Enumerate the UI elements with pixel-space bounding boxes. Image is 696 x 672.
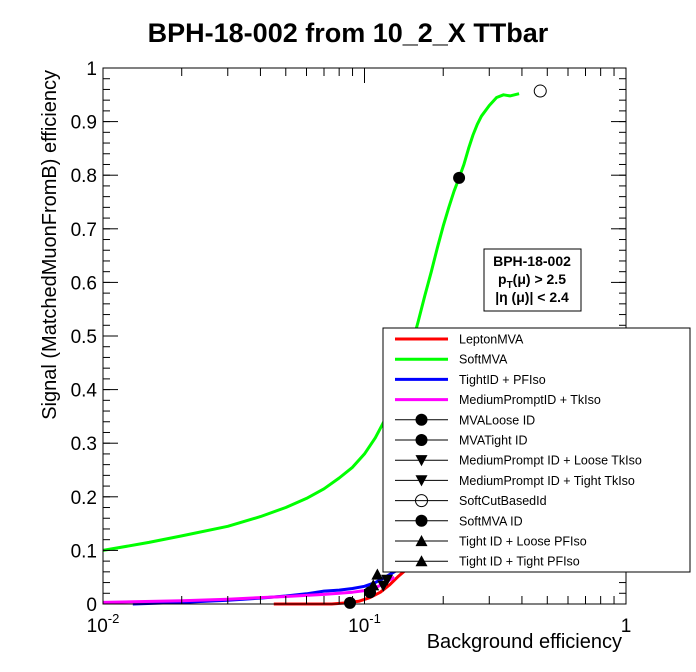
chart-title: BPH-18-002 from 10_2_X TTbar (148, 18, 549, 48)
legend-marker-mvatight-id (415, 434, 428, 446)
marker-mediumprompt-id-tight-tkiso (377, 580, 390, 592)
info-line-3: |η (μ)| < 2.4 (495, 289, 569, 305)
legend-marker-softmva-id (415, 514, 428, 527)
legend-label-mediumpromptid-tkiso: MediumPromptID + TkIso (459, 393, 601, 407)
series-line-softmva (102, 92, 520, 552)
y-tick-label: 0.9 (71, 113, 97, 134)
info-box: BPH-18-002 pT(μ) > 2.5 |η (μ)| < 2.4 (483, 248, 582, 312)
series-line-leptonmva (273, 568, 408, 606)
y-tick-label: 0.4 (71, 381, 98, 402)
legend-marker-softcutbasedid (415, 494, 428, 508)
legend: LeptonMVA SoftMVA TightID + PFIso MediumPro… (382, 327, 691, 573)
legend-marker-mvaloose-id (415, 413, 428, 426)
y-tick-label: 0.8 (71, 166, 97, 187)
y-tick-label: 0.1 (71, 541, 97, 562)
marker-tight-id-loose-pfiso (371, 568, 384, 580)
legend-marker-tight-id-loose-pfiso (415, 535, 428, 547)
marker-tight-id-tight-pfiso (367, 579, 380, 591)
legend-box (382, 327, 691, 573)
y-tick-label: 0.6 (71, 273, 97, 294)
marker-softmva-id (453, 171, 466, 184)
marker-mediumprompt-id-loose-tkiso (381, 574, 394, 586)
y-tick-label: 0 (86, 595, 97, 616)
legend-label-mediumprompt-id-loose-tkiso: MediumPrompt ID + Loose TkIso (459, 454, 642, 468)
y-tick-label: 1 (86, 59, 97, 80)
y-tick-label: 0.7 (71, 220, 97, 241)
legend-label-tight-id-loose-pfiso: Tight ID + Loose PFIso (459, 535, 587, 549)
x-tick-label: 10-2 (87, 611, 120, 637)
marker-softcutbasedid (533, 84, 547, 98)
legend-label-softmva: SoftMVA (459, 353, 508, 367)
x-tick-label: 1 (621, 616, 632, 637)
marker-mvatight-id (343, 596, 356, 609)
legend-label-softmva-id: SoftMVA ID (459, 514, 523, 528)
legend-label-mediumprompt-id-tight-tkiso: MediumPrompt ID + Tight TkIso (459, 474, 635, 488)
y-tick-label: 0.3 (71, 434, 97, 455)
legend-label-tight-id-tight-pfiso: Tight ID + Tight PFIso (459, 555, 580, 569)
legend-marker-tight-id-tight-pfiso (415, 555, 428, 567)
legend-marker-mediumprompt-id-tight-tkiso (415, 475, 428, 487)
info-line-1: BPH-18-002 (493, 253, 571, 269)
legend-label-mvaloose-id: MVALoose ID (459, 413, 535, 427)
info-line-2: pT(μ) > 2.5 (498, 271, 566, 291)
legend-marker-mediumprompt-id-loose-tkiso (415, 455, 428, 467)
y-tick-label: 0.2 (71, 488, 97, 509)
x-axis-label: Background efficiency (427, 631, 622, 653)
legend-label-softcutbasedid: SoftCutBasedId (459, 494, 547, 508)
legend-label-leptonmva: LeptonMVA (459, 333, 524, 347)
y-axis-label: Signal (MatchedMuonFromB) efficiency (39, 70, 61, 420)
legend-label-mvatight-id: MVATight ID (459, 434, 528, 448)
legend-label-tightid-pfiso: TightID + PFIso (459, 373, 546, 387)
y-tick-label: 0.5 (71, 327, 97, 348)
x-tick-label: 10-1 (348, 611, 381, 637)
